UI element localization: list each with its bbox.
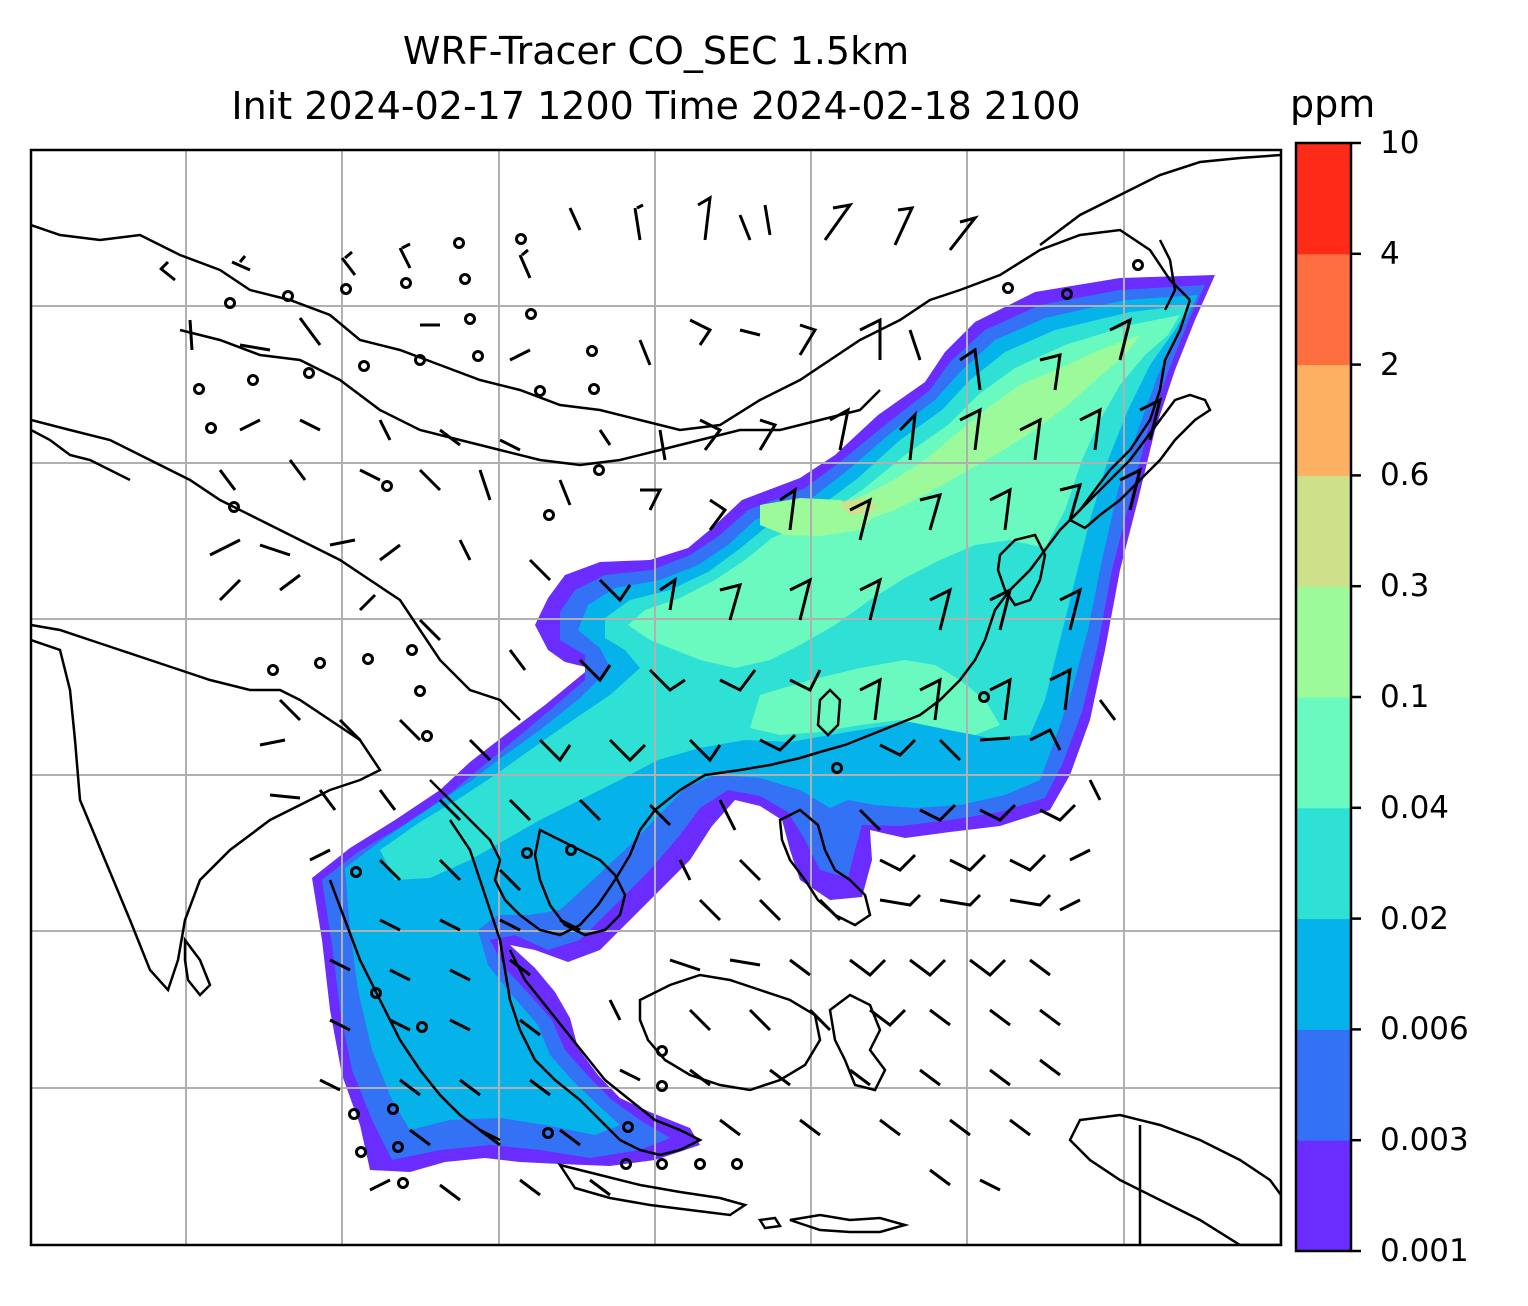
coast-sulawesi [828, 993, 887, 1092]
border-china-north [31, 223, 1191, 432]
colorbar [1296, 141, 1361, 1253]
plume-level-0.1 [830, 335, 1140, 522]
coast-srilanka [183, 936, 212, 997]
coast-indochina [448, 819, 703, 1157]
coast-timor [789, 1213, 910, 1234]
coast-lesser-sunda [757, 1216, 783, 1230]
colorbar-segment [1296, 253, 1351, 366]
colorbar-tick-label: 10 [1380, 125, 1420, 161]
colorbar-tick-label: 4 [1380, 235, 1400, 272]
coast-korea [996, 533, 1047, 607]
colorbar-tick-label: 0.04 [1380, 789, 1450, 826]
coast-japan [1067, 393, 1212, 530]
coast-arabian-top [31, 428, 131, 482]
coast-china-east [429, 299, 1192, 937]
colorbar-segment [1296, 807, 1351, 920]
tracer-plume [312, 275, 1215, 1172]
colorbar-segment [1296, 475, 1351, 587]
border-himalaya [31, 418, 521, 721]
coast-newguinea [1068, 1113, 1281, 1245]
colorbar-tick-label: 2 [1380, 346, 1400, 383]
coast-vietnam [533, 828, 627, 937]
coast-sumatra [328, 879, 501, 1142]
calm-wind-circles [193, 233, 1144, 1189]
wind-barbs [159, 195, 1163, 1202]
coast-borneo [638, 973, 822, 1092]
coast-kamchatka [1158, 239, 1177, 311]
coast-russia-ne [1039, 153, 1281, 246]
colorbar-tick-label: 0.1 [1380, 679, 1430, 715]
colorbar-tick-label: 0.6 [1380, 457, 1430, 494]
colorbar-unit-label: ppm [1290, 82, 1376, 126]
colorbar-tick-label: 0.001 [1380, 1233, 1469, 1269]
coastlines-borders [31, 153, 1281, 1245]
map-frame [29, 148, 1283, 1247]
colorbar-segment [1296, 364, 1351, 476]
colorbar-tick-label: 0.3 [1380, 568, 1430, 605]
chart-title-line1: WRF-Tracer CO_SEC 1.5km [402, 29, 910, 73]
colorbar-segment [1296, 586, 1351, 698]
coast-india [31, 623, 382, 993]
chart-title-line2: Init 2024-02-17 1200 Time 2024-02-18 210… [231, 84, 1081, 128]
colorbar-segment [1296, 697, 1351, 809]
coast-java [557, 1163, 748, 1217]
colorbar-tick-label: 0.006 [1380, 1011, 1469, 1048]
border-mongolia [179, 328, 881, 467]
colorbar-tick-label: 0.02 [1380, 900, 1450, 937]
plume-level-0.04-south [750, 660, 1000, 735]
colorbar-tick-label: 0.003 [1380, 1122, 1469, 1159]
colorbar-frame [1294, 141, 1353, 1253]
colorbar-segment [1296, 1029, 1351, 1141]
colorbar-segment [1296, 918, 1351, 1030]
coast-philippines [778, 808, 872, 927]
colorbar-segment [1296, 1140, 1351, 1252]
colorbar-segment [1296, 143, 1351, 255]
gridlines [31, 150, 1281, 1245]
coast-taiwan [816, 688, 842, 737]
